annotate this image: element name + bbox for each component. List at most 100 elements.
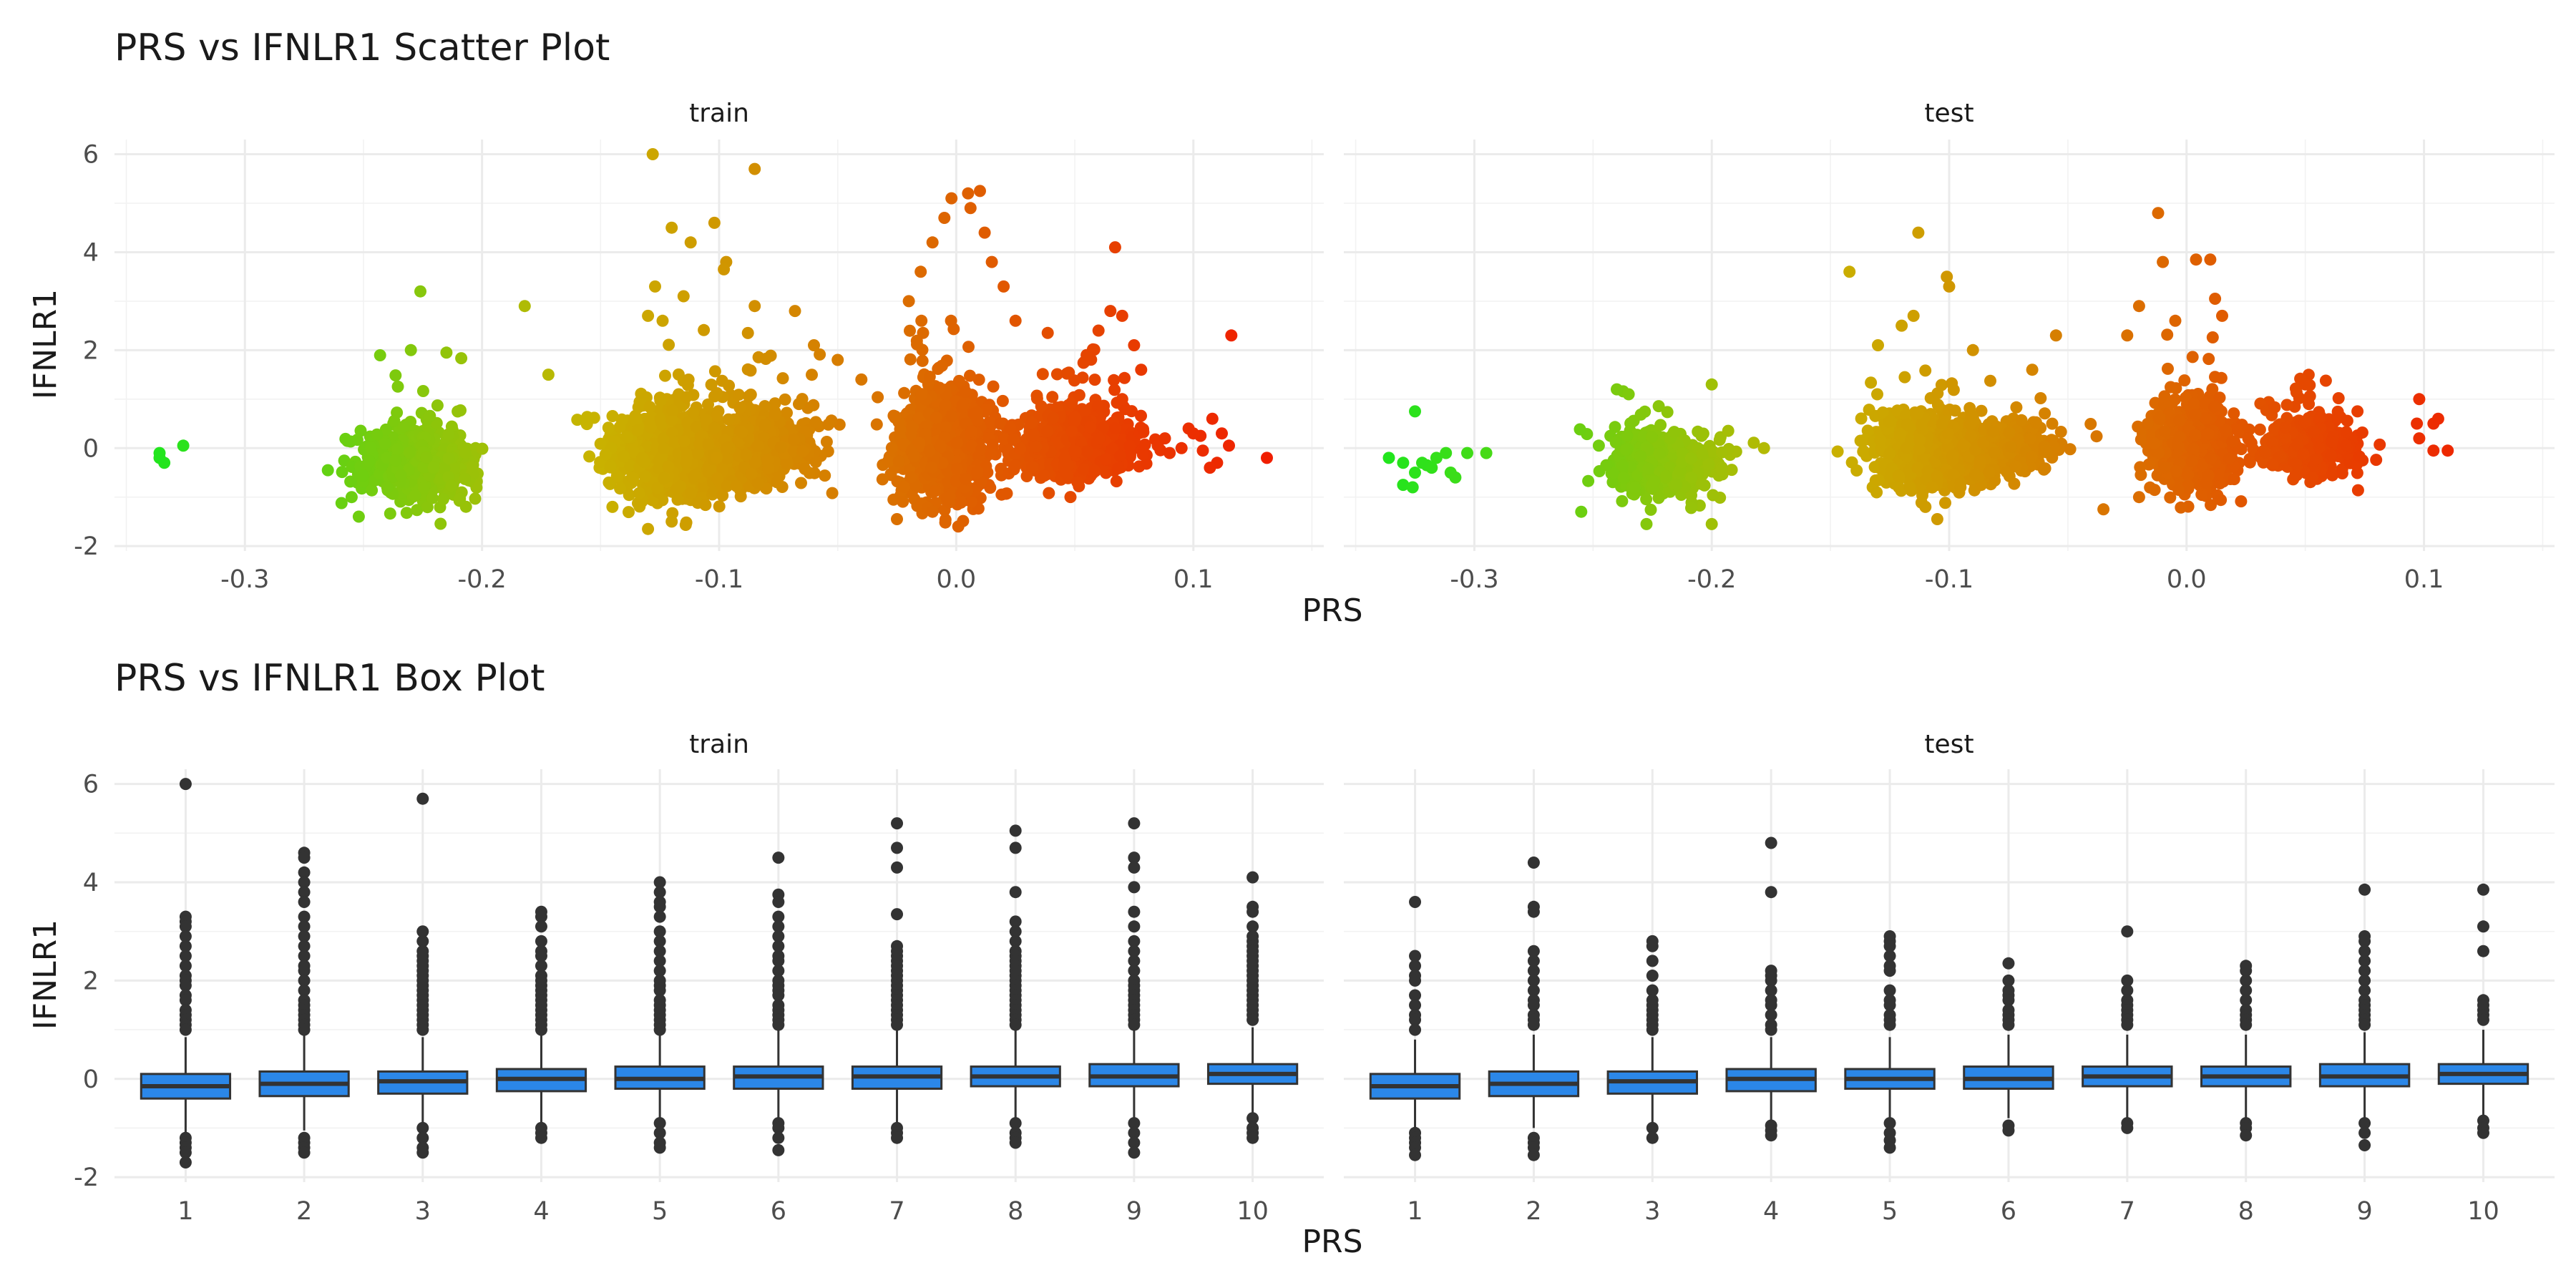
scatter-point <box>932 361 945 374</box>
scatter-point <box>711 451 723 464</box>
scatter-point <box>604 461 617 474</box>
scatter-point <box>1080 445 1093 458</box>
scatter-point <box>436 493 449 505</box>
scatter-point <box>759 353 772 365</box>
scatter-point <box>1939 497 1951 509</box>
scatter-point <box>384 507 396 520</box>
scatter-point <box>926 236 939 249</box>
scatter-point <box>939 516 952 529</box>
scatter-point <box>971 465 984 478</box>
scatter-point <box>809 456 822 469</box>
scatter-point <box>381 481 394 494</box>
scatter-point <box>1092 324 1105 337</box>
scatter-point <box>1036 368 1049 381</box>
scatter-point <box>391 443 404 455</box>
scatter-point <box>447 462 460 474</box>
scatter-point <box>1722 424 1735 437</box>
scatter-point <box>620 431 633 444</box>
scatter-point <box>897 495 909 508</box>
scatter-point <box>2010 401 2023 414</box>
scatter-point <box>891 513 903 525</box>
scatter-point <box>855 373 868 386</box>
y-tick-label: -2 <box>74 532 99 561</box>
scatter-point <box>394 469 407 482</box>
scatter-point <box>409 489 421 502</box>
scatter-point <box>2026 450 2038 463</box>
scatter-point <box>698 323 711 336</box>
scatter-point <box>907 449 920 462</box>
scatter-point <box>1116 309 1128 322</box>
scatter-point <box>642 309 655 322</box>
scatter-point <box>606 500 619 513</box>
scatter-point <box>793 398 805 411</box>
scatter-point <box>1648 475 1661 487</box>
scatter-point <box>996 394 1009 407</box>
scatter-point <box>1715 464 1728 477</box>
scatter-point <box>321 464 334 477</box>
scatter-point <box>2034 392 2047 404</box>
scatter-point <box>2064 443 2077 456</box>
scatter-point <box>1986 425 1999 438</box>
scatter-point <box>716 374 728 387</box>
scatter-point <box>680 516 693 529</box>
scatter-point <box>743 390 756 403</box>
scatter-point <box>1935 379 1948 391</box>
scatter-point <box>1642 462 1654 475</box>
scatter-point <box>911 338 923 351</box>
scatter-point <box>702 398 714 411</box>
scatter-point <box>2015 414 2028 426</box>
x-tick-label: 0.1 <box>2404 565 2444 594</box>
scatter-point <box>730 479 743 492</box>
scatter-point <box>687 406 700 419</box>
scatter-point <box>913 436 926 449</box>
scatter-point <box>965 425 978 438</box>
scatter-point <box>1046 391 1059 404</box>
scatter-point <box>964 202 977 215</box>
scatter-point <box>341 434 354 447</box>
scatter-point <box>2038 440 2051 453</box>
scatter-point <box>964 369 976 382</box>
scatter-point <box>445 479 458 492</box>
x-tick-label: -0.1 <box>1925 565 1974 594</box>
scatter-point <box>952 520 965 533</box>
scatter-point <box>1653 447 1666 460</box>
scatter-point <box>702 438 715 451</box>
scatter-point <box>915 388 928 401</box>
scatter-point <box>1582 474 1595 487</box>
scatter-point <box>1988 446 2001 459</box>
scatter-point <box>1163 447 1176 459</box>
scatter-point <box>654 413 667 425</box>
scatter-point <box>1004 421 1017 434</box>
x-tick-label: 0.0 <box>937 565 977 594</box>
scatter-point <box>779 393 791 406</box>
scatter-point <box>684 236 697 249</box>
scatter-point <box>363 454 376 467</box>
scatter-point <box>681 379 694 391</box>
scatter-point <box>649 280 661 293</box>
scatter-point <box>404 343 417 356</box>
scatter-point <box>431 399 444 412</box>
scatter-point <box>459 447 472 459</box>
scatter-point <box>1652 492 1665 504</box>
scatter-point <box>684 487 697 499</box>
scatter-point <box>153 452 166 464</box>
x-tick-label: -0.3 <box>220 565 269 594</box>
scatter-point <box>819 469 831 482</box>
scatter-point <box>926 505 939 518</box>
scatter-point <box>872 391 884 404</box>
scatter-point <box>580 418 593 431</box>
scatter-point <box>809 416 822 429</box>
scatter-point <box>889 410 902 423</box>
scatter-point <box>1831 445 1844 458</box>
scatter-point <box>624 459 637 472</box>
scatter-point <box>2054 426 2067 438</box>
scatter-point <box>1874 434 1887 447</box>
scatter-point <box>1065 425 1078 438</box>
scatter-point <box>1060 367 1073 380</box>
scatter-point <box>1600 459 1613 472</box>
scatter-point <box>1931 470 1943 483</box>
scatter-title: PRS vs IFNLR1 Scatter Plot <box>114 26 610 69</box>
scatter-point <box>971 406 984 419</box>
scatter-point <box>1108 241 1121 254</box>
